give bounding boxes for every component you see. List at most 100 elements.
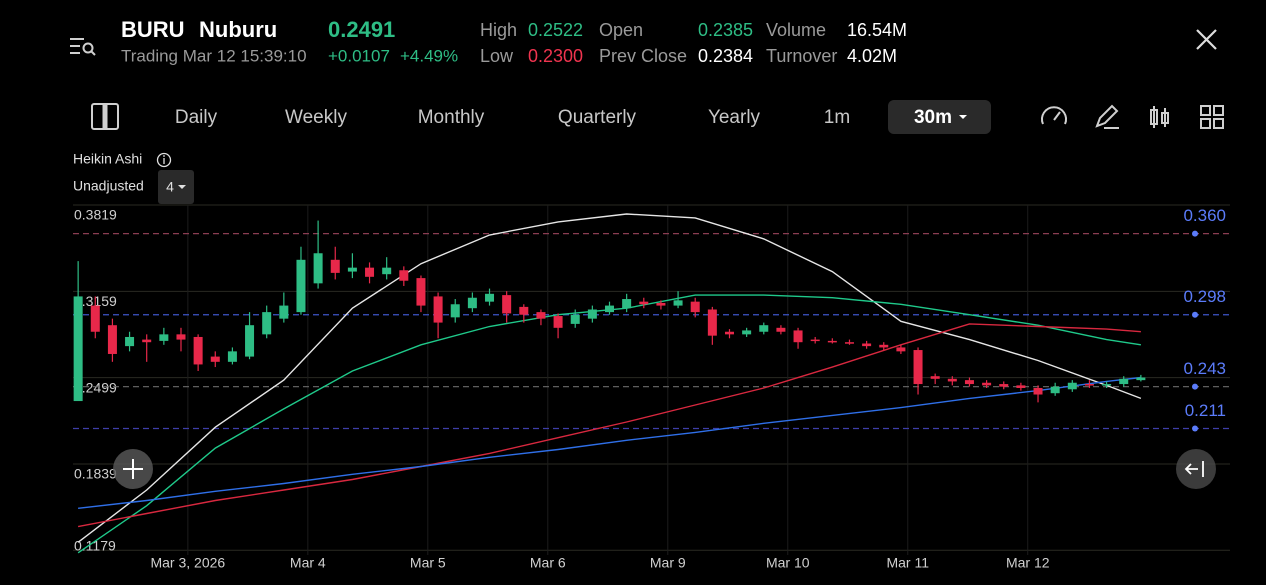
candle-body [536, 312, 546, 319]
price-line-handle [1192, 383, 1198, 390]
candle-body [810, 339, 820, 342]
candle-body [570, 314, 580, 324]
chart-style: Heikin Ashi [73, 151, 142, 167]
candle-body [159, 334, 169, 341]
add-button[interactable] [113, 449, 153, 489]
y-tick-label: 0.1839 [74, 466, 117, 482]
indicator-line [77, 294, 1142, 554]
period-tab[interactable]: Daily [175, 107, 218, 128]
period-tab[interactable]: Yearly [708, 107, 761, 128]
stat-value: 4.02M [847, 46, 897, 66]
period-tab[interactable]: Quarterly [558, 107, 637, 128]
candle-body [879, 344, 889, 348]
candle-body [1050, 386, 1060, 394]
y-tick-label: 0.2499 [74, 379, 117, 395]
y-tick-label: 0.1179 [74, 538, 116, 554]
stat-label: Turnover [766, 46, 837, 66]
candle-body [193, 336, 203, 365]
stat-value: 0.2385 [698, 20, 753, 40]
active-period[interactable]: 30m [914, 107, 952, 128]
stat-label: Low [480, 46, 514, 66]
candle-body [724, 331, 734, 335]
candle-body [587, 309, 597, 319]
price-line-label: 0.360 [1183, 206, 1226, 225]
y-tick-label: 0.3819 [74, 207, 117, 223]
stat-label: High [480, 20, 517, 40]
x-tick-label: Mar 5 [410, 555, 446, 571]
candle-body [347, 267, 357, 272]
candle-body [279, 305, 289, 319]
x-tick-label: Mar 3, 2026 [150, 555, 225, 571]
grid-icon[interactable] [1200, 105, 1224, 129]
indicator-line [77, 323, 1141, 528]
candle-body [176, 334, 186, 340]
price-line-handle [1192, 311, 1198, 318]
candle-body [862, 343, 872, 347]
candle-body [107, 325, 117, 354]
jump-latest-button[interactable] [1176, 449, 1216, 489]
candle-body [605, 305, 615, 313]
candle-body [125, 336, 135, 347]
price: 0.2491 [328, 17, 395, 42]
period-tab[interactable]: Monthly [418, 107, 485, 128]
adjust-mode: Unadjusted [73, 178, 144, 194]
close-button[interactable] [1196, 29, 1217, 50]
period-tab[interactable]: Weekly [285, 107, 347, 128]
candle-body [330, 259, 340, 273]
compare-icon[interactable] [1150, 106, 1169, 128]
candle-body [262, 312, 272, 335]
candle-body [930, 376, 940, 379]
candle-body [622, 299, 632, 309]
indicator-line [77, 213, 1142, 543]
candle-body [1016, 385, 1026, 388]
candle-body [1067, 382, 1077, 390]
candle-body [913, 350, 923, 385]
x-tick-label: Mar 11 [886, 555, 929, 571]
candle-body [73, 296, 83, 402]
candle-body [639, 301, 649, 305]
candle-body [982, 382, 992, 386]
candle-body [844, 342, 854, 344]
period-tab[interactable]: 1m [824, 107, 850, 128]
candle-body [1136, 377, 1146, 381]
candle-body [999, 384, 1009, 387]
draw-icon[interactable] [1095, 104, 1119, 129]
candle-body [90, 305, 100, 332]
candle-body [365, 267, 375, 277]
candle-body [1033, 387, 1043, 395]
count: 4 [166, 179, 174, 195]
x-tick-label: Mar 12 [1006, 555, 1050, 571]
candle-body [673, 300, 683, 306]
count-box[interactable] [158, 170, 194, 204]
candle-body [690, 301, 700, 313]
symbol: BURU [121, 17, 185, 42]
stat-value: 0.2384 [698, 46, 753, 66]
count-caret [178, 185, 186, 189]
stat-label: Volume [766, 20, 826, 40]
change-pct: +4.49% [400, 46, 458, 65]
price-line-label: 0.298 [1183, 287, 1226, 306]
info-icon[interactable] [156, 152, 172, 168]
indicator-icon[interactable] [1041, 106, 1067, 125]
candle-body [227, 351, 237, 362]
candle-body [313, 253, 323, 284]
candle-body [964, 380, 974, 385]
price-line-label: 0.211 [1185, 401, 1226, 420]
stat-label: Prev Close [599, 46, 687, 66]
menu-icon[interactable] [70, 38, 96, 56]
status: Trading Mar 12 15:39:10 [121, 46, 307, 65]
active-period-bg [888, 100, 991, 134]
candle-body [450, 304, 460, 318]
candle-body [707, 309, 717, 336]
candle-body [776, 327, 786, 332]
candle-body [210, 356, 220, 362]
candle-body [1084, 384, 1094, 386]
stat-label: Open [599, 20, 643, 40]
candle-body [553, 316, 563, 328]
layout-toggle[interactable] [91, 103, 119, 130]
candle-body [827, 340, 837, 343]
candle-body [519, 306, 529, 315]
